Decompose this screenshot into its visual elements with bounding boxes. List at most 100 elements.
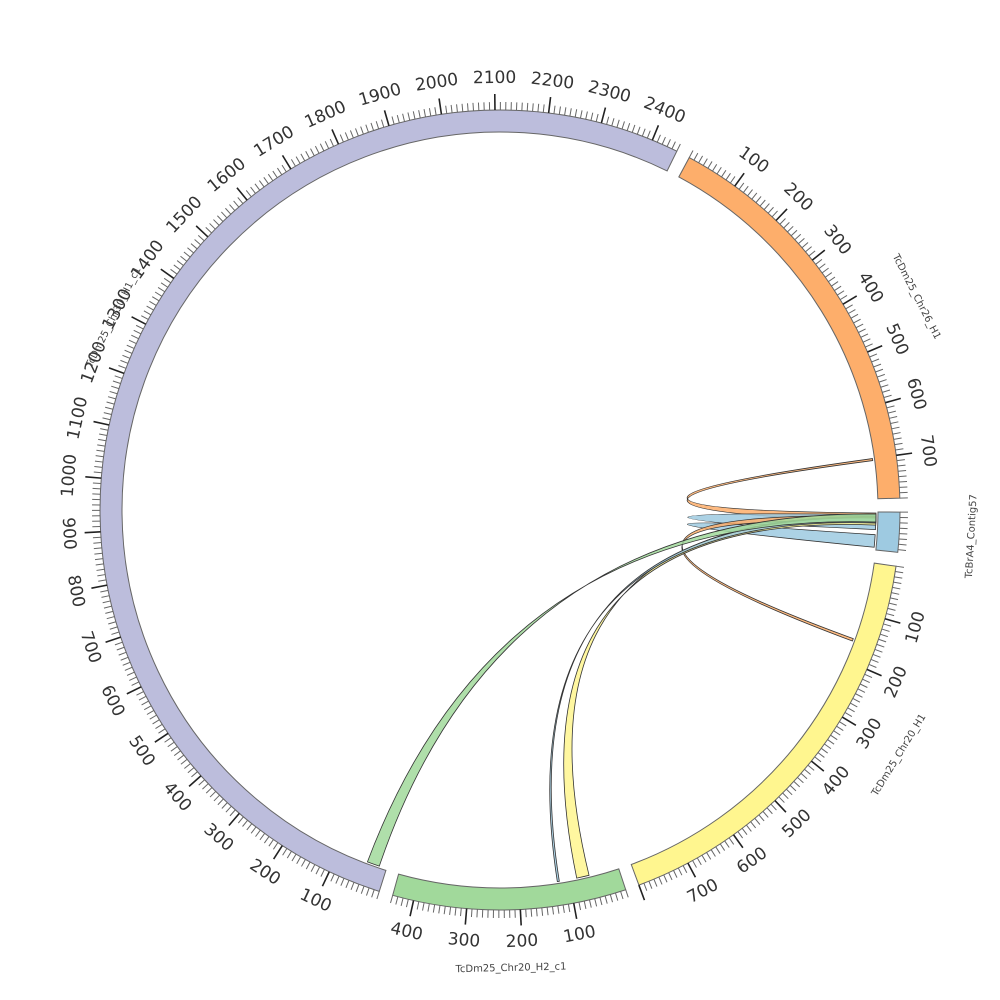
minor-tick [149,714,157,720]
minor-tick [656,134,661,143]
minor-tick [546,907,549,916]
minor-tick [786,788,793,796]
minor-tick [728,837,735,845]
minor-tick [103,412,112,415]
minor-tick [120,656,129,661]
minor-tick [135,324,144,330]
minor-tick [412,111,416,120]
tick-label: 600 [733,843,771,878]
minor-tick [94,466,103,468]
minor-tick [131,334,139,340]
minor-tick [604,895,608,904]
minor-tick [738,182,745,190]
segments-layer [99,109,901,911]
minor-tick [864,673,873,679]
tick-label: 800 [63,573,89,609]
minor-tick [254,183,261,191]
minor-tick [880,633,888,638]
minor-tick [221,211,228,219]
minor-tick [878,379,887,383]
minor-tick [344,132,349,141]
minor-tick [314,145,320,154]
minor-tick [668,872,673,881]
minor-tick [818,263,826,269]
minor-tick [250,826,257,834]
minor-tick [894,576,903,579]
minor-tick [893,581,902,585]
minor-tick [828,276,836,283]
minor-tick [836,725,844,731]
tick-label: 400 [854,269,888,307]
segment-chr26h1 [678,156,901,500]
minor-tick [146,710,155,715]
minor-tick [609,894,614,903]
minor-tick [724,840,730,848]
tick-label: 200 [505,931,538,953]
minor-tick [324,141,330,149]
minor-tick [892,432,901,435]
minor-tick [658,876,663,885]
minor-tick [737,831,744,839]
minor-tick [335,875,340,884]
minor-tick [141,700,149,706]
minor-tick [741,828,748,836]
minor-tick [850,313,859,319]
minor-tick [871,358,880,363]
minor-tick [365,124,369,133]
major-tick [638,884,646,901]
minor-tick [155,723,163,729]
minor-tick [677,867,683,876]
segment-name-chr20h2: TcDm25_Chr20_H2_c1 [454,962,566,976]
minor-tick [898,475,907,478]
tick-label: 1500 [162,192,206,237]
minor-tick [268,839,274,847]
minor-tick [590,112,594,121]
minor-tick [837,290,845,296]
minor-tick [798,237,805,245]
minor-tick [154,291,163,297]
minor-tick [109,626,118,630]
minor-tick [198,779,205,786]
minor-tick [329,138,334,147]
minor-tick [143,310,152,316]
minor-tick [190,243,198,250]
tick-label: 400 [159,778,196,816]
minor-tick [100,589,109,593]
minor-tick [454,907,457,916]
minor-tick [663,874,668,883]
minor-tick [461,103,464,112]
minor-tick [416,901,420,910]
minor-tick [267,173,274,182]
minor-tick [202,783,209,790]
minor-tick [237,816,244,824]
minor-tick [92,536,101,539]
minor-tick [793,781,801,788]
minor-tick [291,853,297,862]
minor-tick [750,821,757,829]
minor-tick [402,113,406,122]
minor-tick [880,384,889,388]
minor-tick [698,155,704,164]
minor-tick [557,905,560,914]
minor-tick [881,628,890,632]
minor-tick [541,907,544,916]
minor-tick [614,892,619,901]
minor-tick [897,464,906,467]
minor-tick [157,286,166,293]
minor-tick [407,112,411,121]
minor-tick [97,574,106,577]
minor-tick [259,833,266,841]
minor-tick [564,107,567,116]
major-tick [811,249,826,261]
minor-tick [229,809,236,817]
minor-tick [702,158,708,166]
minor-tick [102,600,111,604]
tick-label: 700 [684,875,722,908]
minor-tick [701,855,707,863]
minor-tick [242,819,248,827]
major-tick [272,845,284,860]
minor-tick [729,176,736,184]
minor-tick [173,264,181,271]
minor-tick [467,103,469,112]
minor-tick [891,592,900,595]
